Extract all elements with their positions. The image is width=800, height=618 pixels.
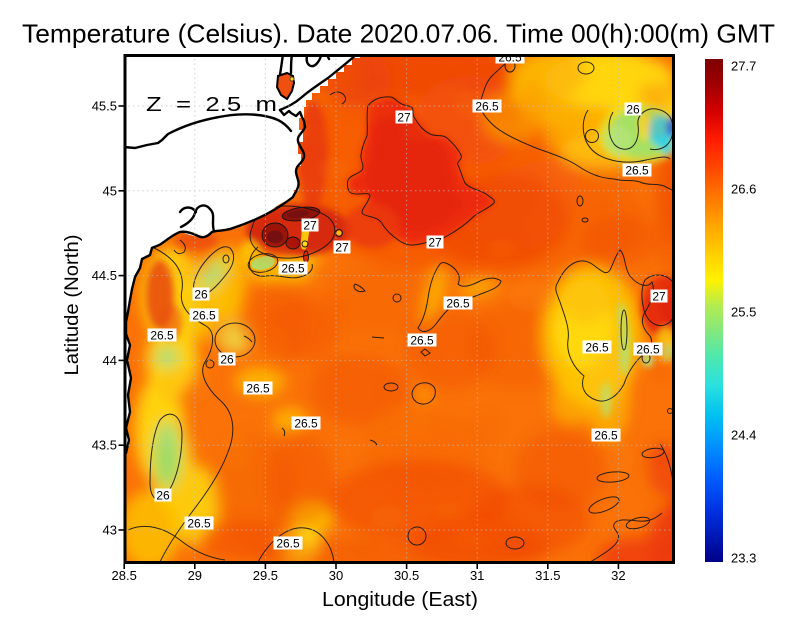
svg-text:26.5: 26.5 bbox=[192, 309, 216, 323]
svg-text:26.5: 26.5 bbox=[636, 343, 660, 357]
svg-text:27: 27 bbox=[335, 241, 349, 255]
svg-text:26: 26 bbox=[194, 288, 208, 302]
svg-text:31: 31 bbox=[470, 568, 484, 583]
svg-text:30.5: 30.5 bbox=[394, 568, 419, 583]
svg-text:26.5: 26.5 bbox=[594, 429, 618, 443]
svg-text:26: 26 bbox=[626, 103, 640, 117]
svg-text:26.5: 26.5 bbox=[276, 537, 300, 551]
svg-text:26: 26 bbox=[156, 489, 170, 503]
svg-text:Latitude (North): Latitude (North) bbox=[62, 235, 83, 376]
svg-text:26.6: 26.6 bbox=[731, 182, 756, 197]
svg-text:26.5: 26.5 bbox=[187, 517, 211, 531]
svg-text:30: 30 bbox=[329, 568, 343, 583]
svg-text:26.5: 26.5 bbox=[498, 51, 522, 65]
svg-text:26: 26 bbox=[220, 353, 234, 367]
svg-text:32: 32 bbox=[611, 568, 625, 583]
svg-text:26.5: 26.5 bbox=[585, 341, 609, 355]
svg-text:43.5: 43.5 bbox=[92, 438, 117, 453]
svg-text:26.5: 26.5 bbox=[475, 100, 499, 114]
svg-text:25.5: 25.5 bbox=[731, 305, 756, 320]
svg-text:26.5: 26.5 bbox=[294, 417, 318, 431]
svg-text:26.5: 26.5 bbox=[446, 297, 470, 311]
svg-text:26.5: 26.5 bbox=[410, 334, 434, 348]
svg-text:26.5: 26.5 bbox=[150, 329, 174, 343]
svg-text:44: 44 bbox=[103, 353, 117, 368]
svg-text:23.3: 23.3 bbox=[731, 551, 756, 566]
svg-text:31.5: 31.5 bbox=[535, 568, 560, 583]
svg-text:27: 27 bbox=[428, 236, 442, 250]
svg-text:45.5: 45.5 bbox=[92, 99, 117, 114]
svg-text:Longitude (East): Longitude (East) bbox=[322, 589, 478, 611]
svg-text:29: 29 bbox=[188, 568, 202, 583]
svg-text:44.5: 44.5 bbox=[92, 268, 117, 283]
svg-text:Z = 2.5 m: Z = 2.5 m bbox=[146, 94, 277, 116]
svg-text:26.5: 26.5 bbox=[246, 382, 270, 396]
svg-text:43: 43 bbox=[103, 523, 117, 538]
svg-text:24.4: 24.4 bbox=[731, 428, 756, 443]
svg-text:27: 27 bbox=[397, 111, 411, 125]
svg-text:28.5: 28.5 bbox=[112, 568, 137, 583]
svg-text:27: 27 bbox=[652, 290, 666, 304]
svg-text:26.5: 26.5 bbox=[281, 262, 305, 276]
svg-text:27.7: 27.7 bbox=[731, 59, 756, 74]
svg-text:26.5: 26.5 bbox=[625, 164, 649, 178]
svg-text:27: 27 bbox=[303, 219, 317, 233]
svg-text:29.5: 29.5 bbox=[253, 568, 278, 583]
svg-text:Temperature (Celsius). Date 20: Temperature (Celsius). Date 2020.07.06. … bbox=[22, 19, 775, 49]
svg-text:45: 45 bbox=[103, 183, 117, 198]
